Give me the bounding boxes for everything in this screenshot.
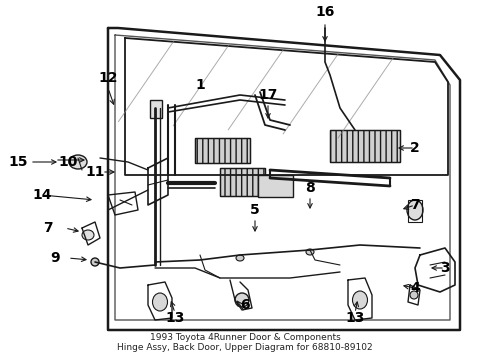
Text: 17: 17 (258, 88, 278, 102)
Text: 6: 6 (240, 298, 250, 312)
Ellipse shape (352, 291, 368, 309)
Text: 1: 1 (195, 78, 205, 92)
Ellipse shape (410, 291, 418, 299)
Bar (150, 100, 162, 118)
Text: 10: 10 (58, 155, 78, 169)
Text: 3: 3 (440, 261, 450, 275)
Ellipse shape (236, 255, 244, 261)
Text: 16: 16 (315, 5, 335, 19)
Text: 15: 15 (8, 155, 28, 169)
Text: 1993 Toyota 4Runner Door & Components
Hinge Assy, Back Door, Upper Diagram for 6: 1993 Toyota 4Runner Door & Components Hi… (117, 333, 373, 352)
Bar (195, 138, 250, 163)
Text: 12: 12 (98, 71, 118, 85)
Text: 14: 14 (32, 188, 52, 202)
Text: 7: 7 (410, 198, 420, 212)
Text: 5: 5 (250, 203, 260, 217)
Bar (330, 130, 400, 162)
Text: 8: 8 (305, 181, 315, 195)
Bar (195, 138, 250, 163)
Text: 11: 11 (85, 165, 105, 179)
Bar (330, 130, 400, 162)
Ellipse shape (407, 200, 423, 220)
Ellipse shape (235, 293, 249, 307)
Text: 4: 4 (410, 281, 420, 295)
Bar (258, 175, 293, 197)
Text: 13: 13 (165, 311, 185, 325)
Bar (220, 168, 265, 196)
Ellipse shape (152, 293, 168, 311)
Text: 13: 13 (345, 311, 365, 325)
Ellipse shape (91, 258, 99, 266)
Text: 2: 2 (410, 141, 420, 155)
Text: 9: 9 (50, 251, 60, 265)
Bar (220, 168, 265, 196)
Ellipse shape (82, 230, 94, 240)
Text: 7: 7 (43, 221, 53, 235)
Ellipse shape (69, 155, 87, 169)
Bar (408, 200, 422, 222)
Ellipse shape (306, 249, 314, 255)
